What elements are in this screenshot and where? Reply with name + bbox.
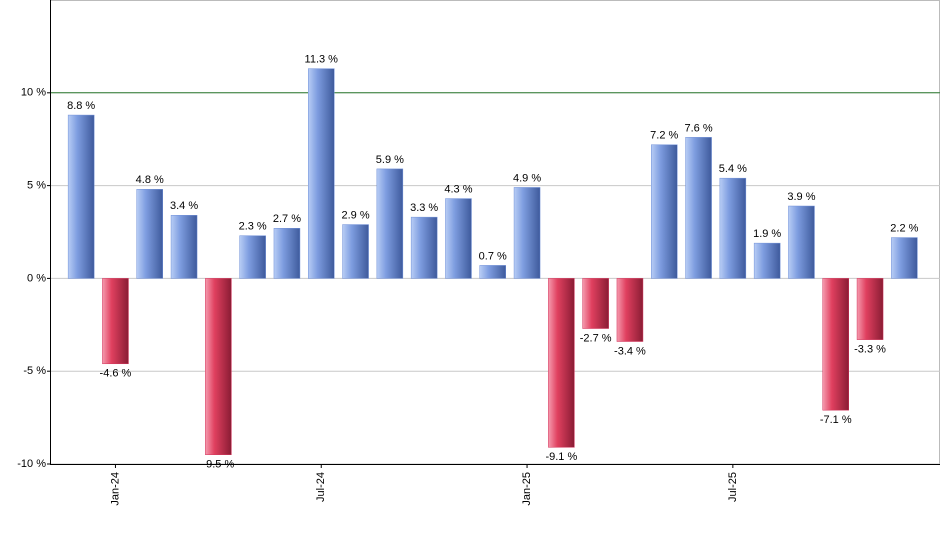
bar — [753, 242, 781, 279]
value-label: 7.6 % — [684, 122, 712, 134]
value-label: 5.9 % — [376, 154, 404, 166]
value-label: 8.8 % — [67, 100, 95, 112]
value-label: 1.9 % — [753, 228, 781, 240]
value-label: 2.2 % — [890, 222, 918, 234]
bar — [273, 228, 301, 279]
bar — [205, 278, 232, 455]
x-tick-label: Jul-25 — [727, 472, 739, 502]
value-label: 4.9 % — [513, 172, 541, 184]
bar — [479, 265, 506, 279]
value-label: -3.4 % — [614, 345, 646, 357]
bar — [822, 278, 849, 411]
bar — [102, 278, 129, 365]
value-label: 4.8 % — [136, 174, 164, 186]
x-tick-label: Jan-24 — [109, 472, 121, 506]
bar — [170, 215, 198, 279]
bar — [308, 68, 335, 279]
bar — [342, 224, 369, 279]
bar — [891, 237, 918, 279]
value-label: 2.9 % — [341, 209, 369, 221]
value-label: 5.4 % — [719, 163, 747, 175]
bar — [719, 177, 747, 279]
x-tick-label: Jan-25 — [521, 472, 533, 506]
value-label: 3.3 % — [410, 202, 438, 214]
value-label: 3.9 % — [787, 191, 815, 203]
value-label: 2.7 % — [273, 213, 301, 225]
bar — [685, 137, 712, 279]
bar — [513, 187, 541, 279]
value-label: 11.3 % — [305, 54, 339, 66]
y-tick-label: -10 % — [17, 458, 46, 470]
value-label: -2.7 % — [580, 332, 612, 344]
bar — [651, 144, 678, 279]
bar — [856, 278, 884, 340]
bar — [410, 216, 438, 279]
y-tick-label: 0 % — [27, 272, 46, 284]
bar — [239, 235, 266, 279]
bar — [445, 198, 472, 279]
value-label: -9.1 % — [545, 451, 577, 463]
value-label: -7.1 % — [820, 414, 852, 426]
value-label: 2.3 % — [239, 221, 267, 233]
bar — [582, 278, 609, 329]
value-label: -4.6 % — [100, 368, 132, 380]
x-tick-label: Jul-24 — [315, 472, 327, 502]
y-tick-label: 10 % — [21, 87, 46, 99]
value-label: 4.3 % — [444, 183, 472, 195]
value-label: 0.7 % — [479, 250, 507, 262]
bar — [376, 168, 404, 279]
bar — [67, 114, 95, 279]
value-label: 3.4 % — [170, 200, 198, 212]
y-tick-label: -5 % — [23, 365, 46, 377]
bar — [616, 278, 644, 342]
bar — [548, 278, 575, 448]
value-label: 7.2 % — [650, 130, 678, 142]
bar — [136, 189, 163, 279]
value-label: -3.3 % — [854, 344, 886, 356]
y-tick-label: 5 % — [27, 180, 46, 192]
bar — [788, 205, 815, 279]
